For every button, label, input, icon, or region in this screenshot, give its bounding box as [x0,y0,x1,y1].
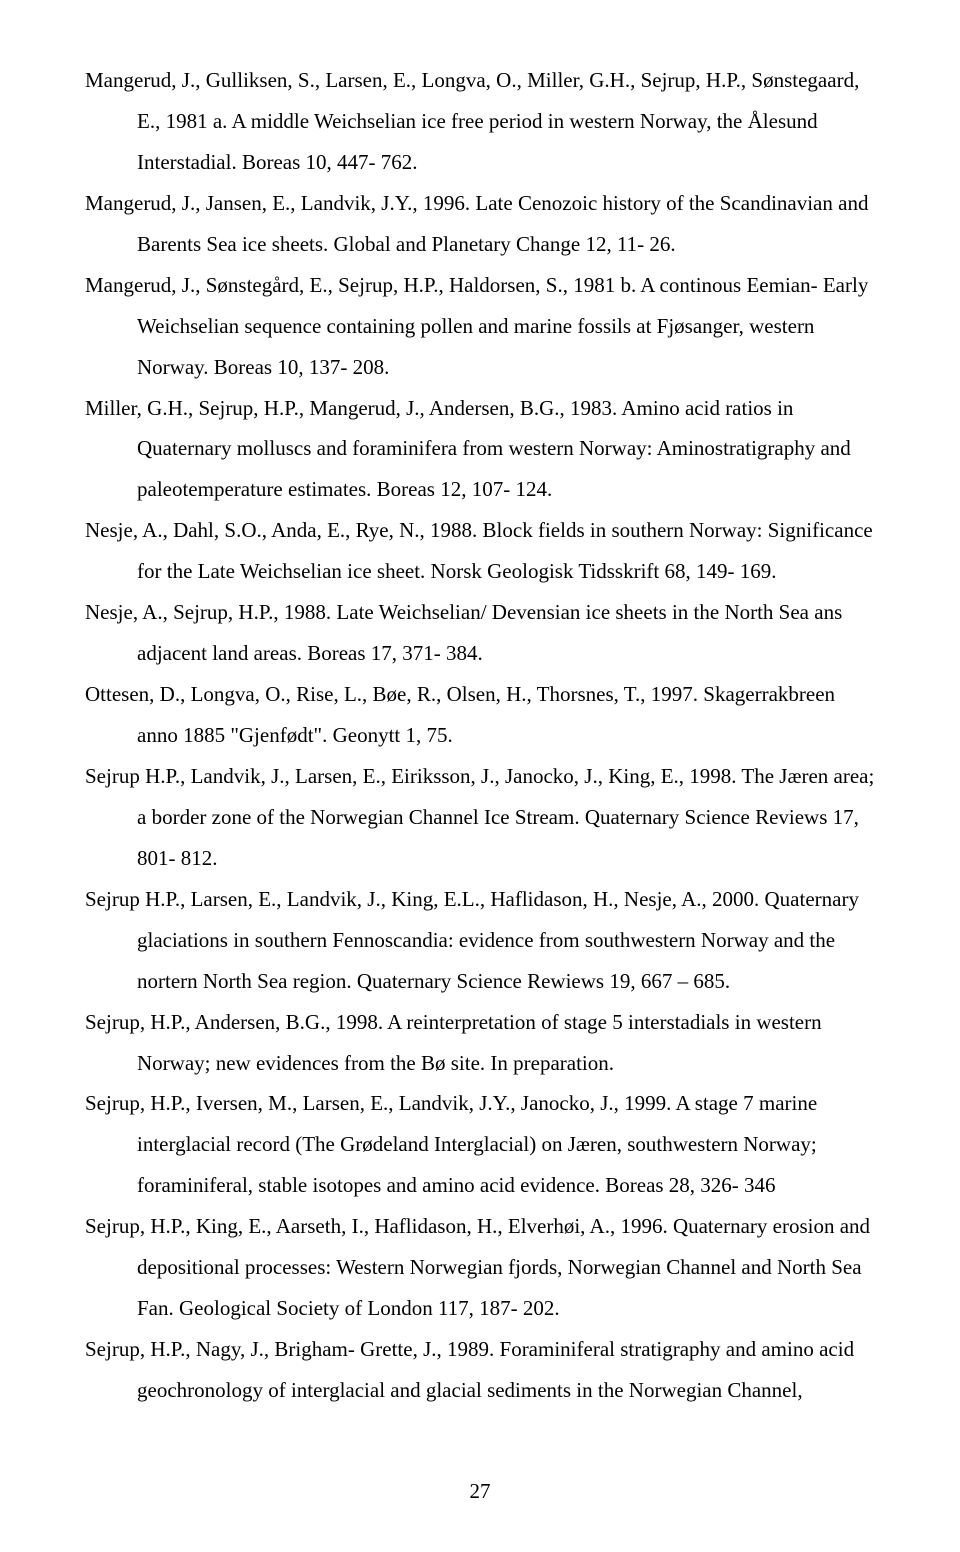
reference-entry: Ottesen, D., Longva, O., Rise, L., Bøe, … [85,674,875,756]
reference-entry: Sejrup, H.P., Iversen, M., Larsen, E., L… [85,1083,875,1206]
reference-entry: Nesje, A., Dahl, S.O., Anda, E., Rye, N.… [85,510,875,592]
page-number: 27 [85,1471,875,1512]
reference-entry: Sejrup H.P., Larsen, E., Landvik, J., Ki… [85,879,875,1002]
reference-entry: Sejrup, H.P., Nagy, J., Brigham- Grette,… [85,1329,875,1411]
reference-entry: Sejrup, H.P., King, E., Aarseth, I., Haf… [85,1206,875,1329]
reference-entry: Mangerud, J., Gulliksen, S., Larsen, E.,… [85,60,875,183]
reference-entry: Mangerud, J., Sønstegård, E., Sejrup, H.… [85,265,875,388]
reference-entry: Miller, G.H., Sejrup, H.P., Mangerud, J.… [85,388,875,511]
reference-entry: Sejrup H.P., Landvik, J., Larsen, E., Ei… [85,756,875,879]
reference-entry: Sejrup, H.P., Andersen, B.G., 1998. A re… [85,1002,875,1084]
reference-entry: Nesje, A., Sejrup, H.P., 1988. Late Weic… [85,592,875,674]
reference-entry: Mangerud, J., Jansen, E., Landvik, J.Y.,… [85,183,875,265]
